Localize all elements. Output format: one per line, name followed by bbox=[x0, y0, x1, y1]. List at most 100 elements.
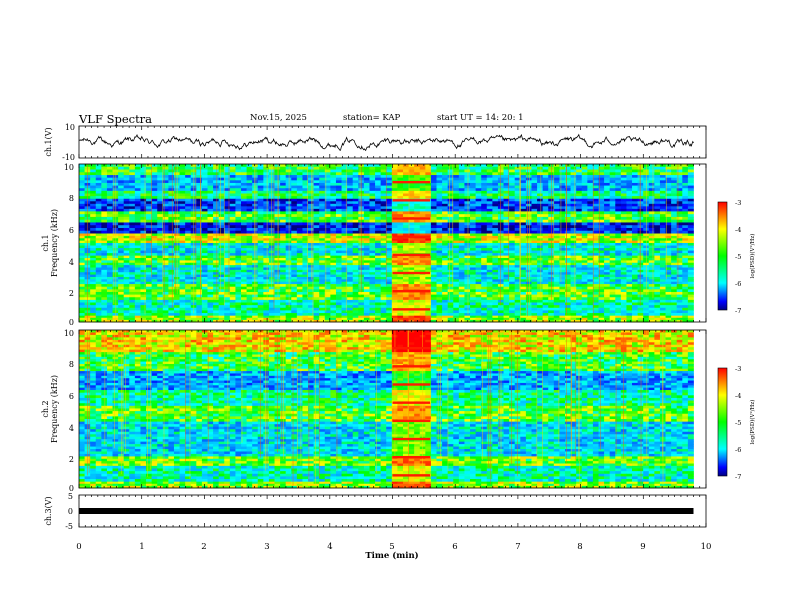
ch1-spec-cell bbox=[537, 235, 544, 239]
ch1-spec-cell bbox=[419, 225, 426, 229]
ch1-spec-cell bbox=[369, 177, 376, 181]
ch1-spec-cell bbox=[324, 177, 331, 181]
ch1-spec-cell bbox=[335, 203, 342, 207]
ch1-spec-cell bbox=[168, 233, 175, 237]
ch1-spec-cell bbox=[414, 255, 421, 259]
ch1-spec-cell bbox=[486, 177, 493, 181]
ch1-spec-cell bbox=[335, 269, 342, 273]
ch1-spec-cell bbox=[598, 169, 605, 173]
ch1-spec-cell bbox=[419, 245, 426, 249]
ch1-spec-cell bbox=[291, 240, 298, 244]
ch1-spec-cell bbox=[509, 269, 516, 273]
ch1-spec-cell bbox=[386, 225, 393, 229]
ch1-spec-cell bbox=[79, 269, 85, 273]
ch1-spec-cell bbox=[598, 177, 605, 181]
ch1-spec-cell bbox=[375, 235, 382, 239]
ch1-spec-cell bbox=[587, 198, 594, 202]
ch1-spec-cell bbox=[280, 169, 287, 173]
ch1-spec-cell bbox=[615, 185, 622, 189]
ch1-spec-cell bbox=[615, 235, 622, 239]
ch1-spec-cell bbox=[330, 177, 337, 181]
ch1-spec-cell bbox=[375, 175, 382, 179]
ch1-spec-cell bbox=[324, 276, 331, 280]
ch1-spec-cell bbox=[659, 227, 666, 232]
ch1-spec-cell bbox=[218, 260, 225, 264]
ch1-spec-cell bbox=[352, 208, 359, 212]
ch1-spec-cell bbox=[592, 248, 599, 251]
ch1-spec-cell bbox=[201, 188, 208, 192]
ch1-spec-cell bbox=[252, 240, 259, 244]
ch1-spec-cell bbox=[207, 190, 214, 194]
ch1-spec-cell bbox=[430, 201, 437, 205]
ch1-spec-cell bbox=[436, 172, 443, 176]
ch1-spec-cell bbox=[280, 238, 287, 242]
ch1-spec-cell bbox=[581, 243, 588, 246]
ch1-spec-cell bbox=[90, 258, 97, 261]
ch1-spec-cell bbox=[296, 235, 303, 239]
ch1-spec-cell bbox=[520, 190, 527, 194]
ch1-spec-cell bbox=[587, 206, 594, 210]
ch1-spec-cell bbox=[425, 206, 432, 210]
ch1-spec-cell bbox=[564, 235, 571, 239]
ch1-spec-cell bbox=[665, 276, 672, 280]
ch1-spec-cell bbox=[492, 175, 499, 179]
ch1-spec-cell bbox=[581, 198, 588, 202]
ch1-spec-cell bbox=[185, 185, 192, 189]
ch1-spec-cell bbox=[609, 190, 616, 194]
ch1-spec-cell bbox=[246, 190, 253, 194]
ch1-spec-cell bbox=[335, 177, 342, 181]
ch1-spec-cell bbox=[90, 190, 97, 194]
ch1-spec-cell bbox=[285, 253, 292, 257]
ch1-spec-cell bbox=[302, 255, 309, 259]
ch1-spec-cell bbox=[419, 190, 426, 194]
ch1-spec-cell bbox=[352, 203, 359, 207]
ch1-spec-cell bbox=[252, 233, 259, 237]
ch1-spec-cell bbox=[162, 253, 169, 257]
ch1-spec-cell bbox=[430, 214, 437, 218]
ch1-spec-cell bbox=[604, 235, 611, 239]
ch1-spec-cell bbox=[559, 211, 566, 215]
ch1-spec-cell bbox=[648, 177, 655, 181]
ch1-spec-cell bbox=[615, 272, 622, 275]
ch1-spec-cell bbox=[592, 272, 599, 275]
ch1-spec-cell bbox=[330, 243, 337, 246]
ch1-spec-cell bbox=[676, 188, 683, 192]
ch1-spec-cell bbox=[213, 185, 220, 189]
ch1-spec-cell bbox=[134, 211, 141, 215]
ch1-spec-cell bbox=[492, 188, 499, 192]
ch1-spec-cell bbox=[637, 216, 644, 221]
ch1-spec-cell bbox=[481, 206, 488, 210]
ch1-spec-cell bbox=[224, 190, 231, 194]
ch1-spec-cell bbox=[207, 222, 214, 226]
ch1-spec-cell bbox=[201, 260, 208, 264]
ch1-spec-cell bbox=[386, 276, 393, 280]
ch1-spec-cell bbox=[604, 227, 611, 232]
ch1-spec-cell bbox=[90, 276, 97, 280]
ch1-spec-cell bbox=[659, 216, 666, 221]
ch1-spec-cell bbox=[375, 190, 382, 194]
ch1-spec-cell bbox=[151, 238, 158, 242]
ch1-spec-cell bbox=[414, 188, 421, 192]
ch1-spec-cell bbox=[129, 255, 136, 259]
ch1-spec-cell bbox=[391, 219, 398, 223]
ch1-spec-cell bbox=[659, 245, 666, 249]
ch1-spec-cell bbox=[419, 175, 426, 179]
ch1-spec-cell bbox=[79, 177, 85, 181]
ch1-spec-cell bbox=[425, 177, 432, 181]
ch1-spec-cell bbox=[240, 235, 247, 239]
ch1-spec-cell bbox=[313, 276, 320, 280]
ch1-spec-cell bbox=[285, 164, 292, 168]
ch1-spec-cell bbox=[637, 169, 644, 173]
ch1-spec-cell bbox=[213, 175, 220, 179]
ch1-spec-cell bbox=[687, 175, 694, 179]
ch1-spec-cell bbox=[308, 169, 315, 173]
ch1-spec-cell bbox=[620, 225, 627, 229]
ch1-spec-cell bbox=[447, 245, 454, 249]
ch1-spec-cell bbox=[531, 272, 538, 275]
ch1-spec-cell bbox=[263, 260, 270, 264]
ch1-spec-cell bbox=[436, 175, 443, 179]
ch1-spec-cell bbox=[592, 240, 599, 244]
ch1-spec-cell bbox=[430, 260, 437, 264]
ch1-spec-cell bbox=[525, 177, 532, 181]
ch1-spec-cell bbox=[676, 190, 683, 194]
